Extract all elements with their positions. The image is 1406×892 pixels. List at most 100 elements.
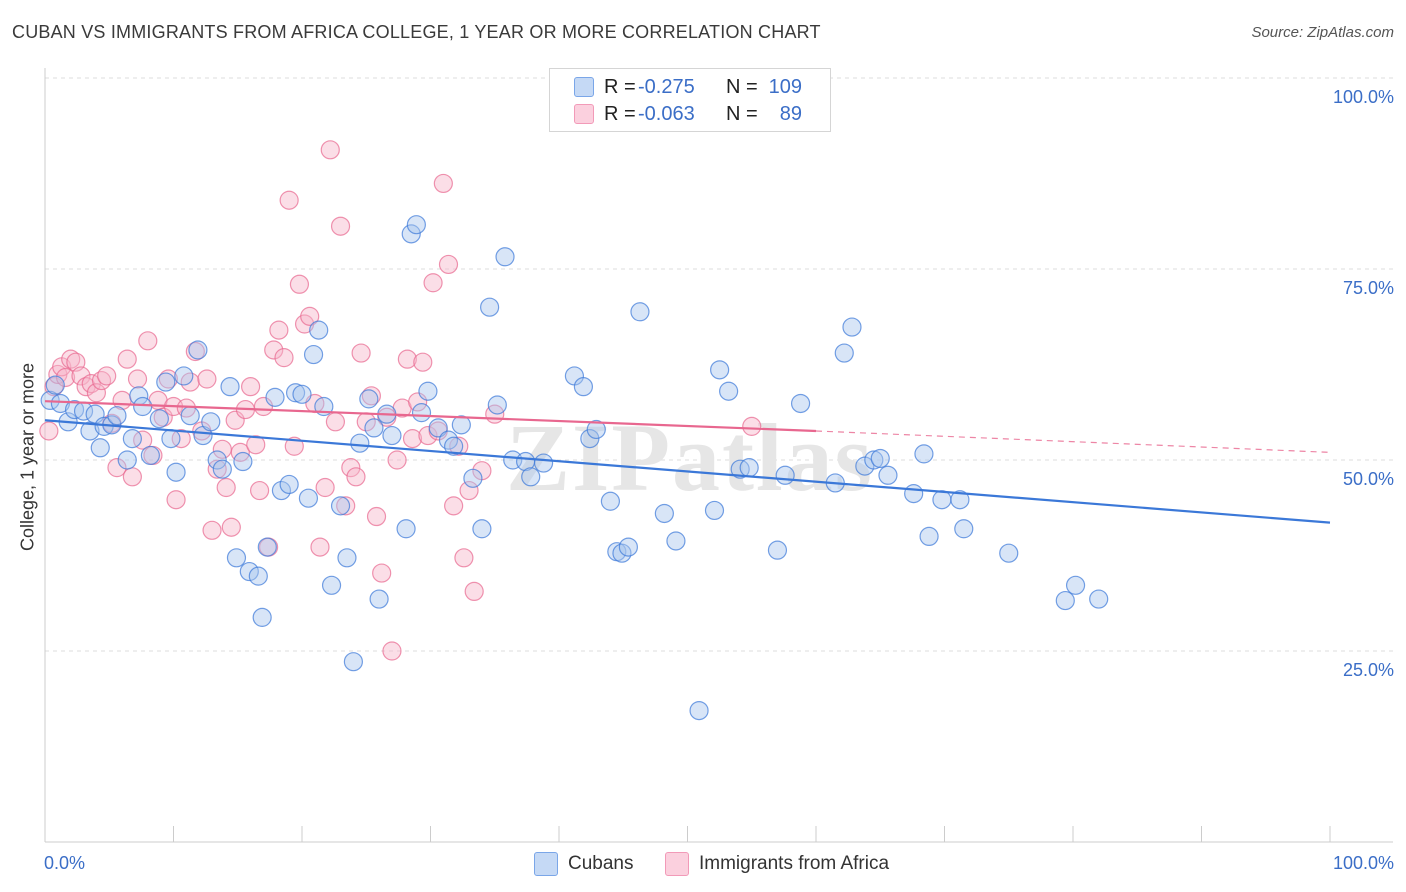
africa-point [346, 467, 366, 487]
africa-point [341, 458, 361, 478]
africa-point [269, 320, 289, 340]
cubans-point [573, 377, 594, 397]
cubans-point [252, 607, 272, 627]
cubans-point [201, 412, 221, 432]
cubans-point [775, 465, 795, 485]
legend-item-cubans[interactable]: Cubans [534, 852, 634, 876]
africa-point [325, 412, 346, 432]
cubans-point [533, 453, 554, 473]
africa-point [449, 436, 469, 456]
cubans-point [212, 459, 232, 479]
africa-point [464, 581, 484, 602]
cubans-point [401, 224, 421, 244]
africa-point [289, 274, 310, 294]
africa-point [315, 477, 335, 498]
cubans-point [271, 480, 292, 501]
x-axis-max-label: 100.0% [1332, 853, 1394, 873]
cubans-point [932, 490, 952, 510]
africa-trend-line [44, 400, 817, 433]
cubans-point [411, 403, 432, 423]
cubans-point [451, 415, 471, 435]
n-label: N = [726, 75, 758, 98]
cubans-point [914, 444, 934, 464]
africa-point [366, 506, 387, 527]
cubans-point [369, 589, 389, 609]
africa-swatch [574, 104, 594, 124]
cubans-point [1065, 575, 1086, 595]
y-tick-100: 100.0% [1332, 87, 1394, 107]
r-label: R = [604, 102, 636, 125]
africa-point [274, 348, 294, 368]
cubans-point [298, 488, 319, 508]
africa-point [382, 641, 402, 661]
y-tick-75: 75.0% [1342, 278, 1394, 298]
africa-point [351, 343, 371, 363]
cubans-point [337, 548, 357, 568]
cubans-point [396, 519, 416, 539]
cubans-point [919, 526, 939, 547]
cubans-point [618, 537, 638, 557]
cubans-point [406, 215, 426, 235]
cubans-point [870, 448, 890, 469]
cubans-point [521, 467, 541, 487]
cubans-point [303, 344, 324, 365]
africa-point [361, 386, 381, 406]
cubans-point [739, 458, 759, 478]
cubans-point [309, 320, 329, 340]
cubans-point [428, 418, 448, 438]
cubans-point [666, 531, 686, 551]
africa-point [397, 349, 417, 369]
cubans-point [438, 430, 459, 450]
cubans-point [50, 393, 71, 414]
cubans-point [166, 462, 186, 482]
cubans-point [188, 340, 208, 360]
africa-legend-swatch [665, 852, 689, 876]
legend-label-cubans: Cubans [568, 853, 634, 874]
africa-point [71, 366, 91, 386]
cubans-point [864, 450, 884, 470]
africa-point [39, 421, 59, 441]
africa-point [216, 477, 236, 498]
cubans-point [122, 429, 142, 449]
cubans-point [149, 409, 169, 429]
cubans-point [239, 561, 259, 582]
africa-point [310, 537, 330, 557]
cubans-point [285, 383, 306, 403]
cubans-point [180, 406, 200, 426]
cubans-point [719, 381, 739, 401]
africa-point [158, 369, 178, 389]
cubans-point [107, 406, 127, 426]
cubans-point [359, 389, 379, 409]
cubans-trend-line [44, 419, 1331, 524]
cubans-point [248, 566, 268, 586]
africa-point [107, 458, 127, 478]
cubans-point [600, 491, 621, 511]
cubans-point [630, 302, 650, 322]
legend-item-africa[interactable]: Immigrants from Africa [665, 852, 889, 876]
africa-point [444, 496, 464, 516]
cubans-point [480, 297, 500, 317]
y-axis-label: College, 1 year or more [17, 362, 38, 552]
cubans-point [350, 433, 370, 453]
cubans-point [207, 450, 227, 470]
cubans-point [463, 468, 483, 488]
cubans-point [133, 396, 153, 417]
africa-point [454, 548, 474, 568]
cubans-point [140, 445, 160, 466]
cubans-point [654, 503, 674, 524]
cubans-point [710, 360, 730, 380]
africa-point [197, 369, 217, 389]
r-label: R = [604, 75, 636, 98]
cubans-point [321, 575, 342, 595]
chart-title: CUBAN VS IMMIGRANTS FROM AFRICA COLLEGE,… [12, 22, 821, 42]
africa-point [336, 496, 356, 516]
cubans-point [495, 247, 515, 267]
cubans-point [265, 387, 285, 407]
cubans-point [954, 519, 974, 539]
cubans-point [586, 419, 606, 440]
cubans-point [364, 418, 384, 438]
n-value: 89 [779, 102, 802, 125]
cubans-point [382, 425, 402, 446]
chart-source: Source: ZipAtlas.com [1251, 24, 1394, 41]
